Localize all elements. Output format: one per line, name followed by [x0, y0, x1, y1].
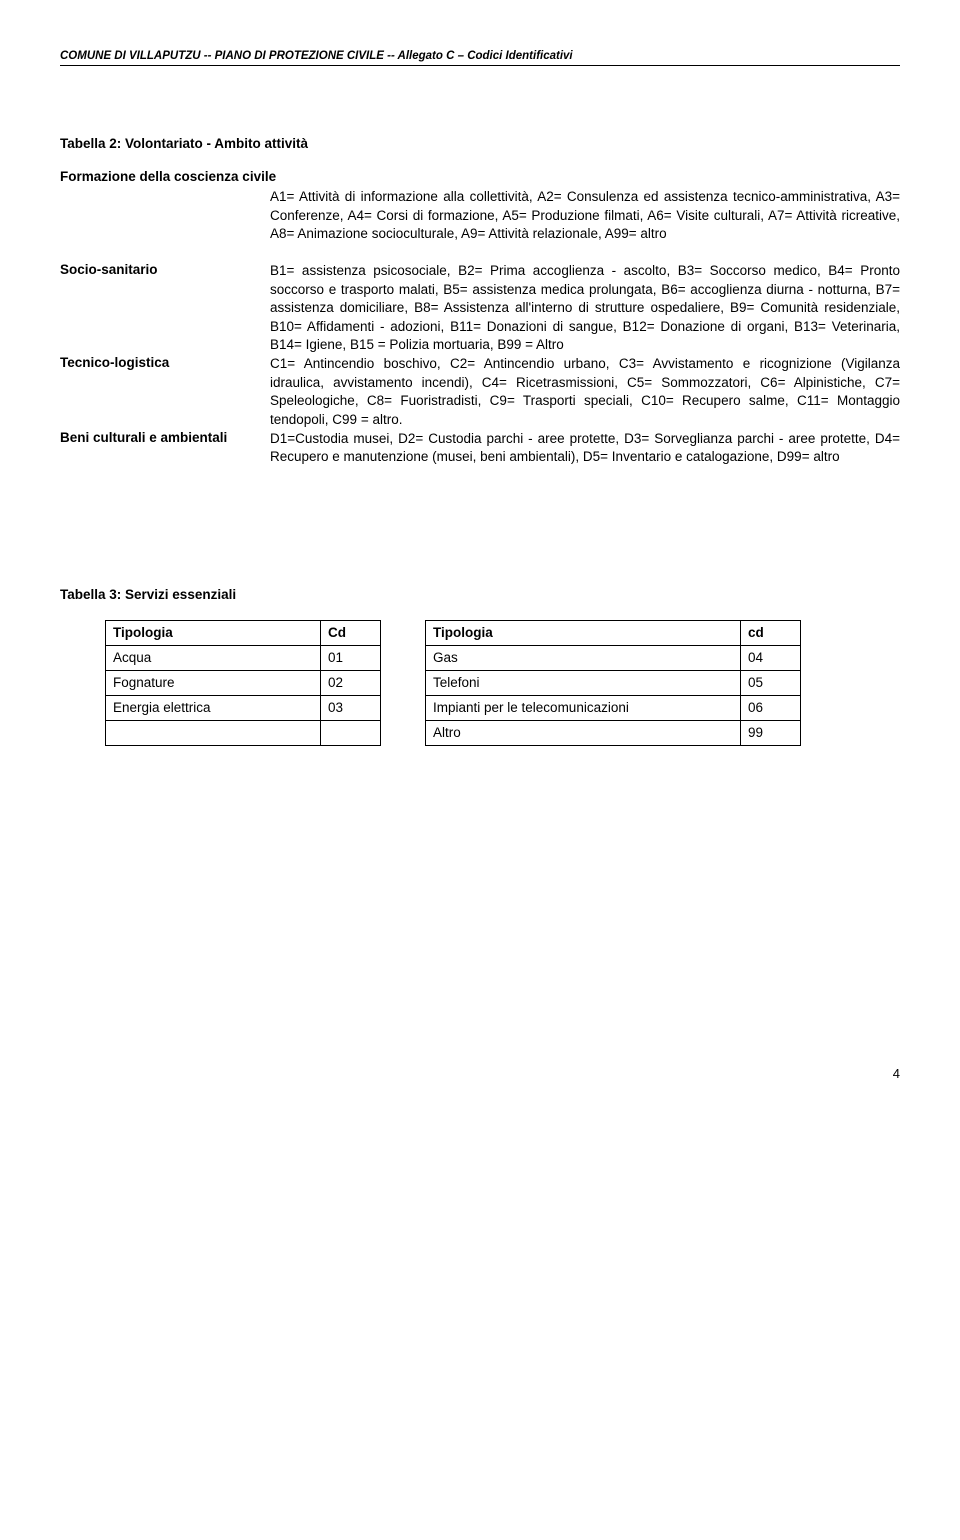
gap-cell	[381, 695, 426, 720]
beni-text: D1=Custodia musei, D2= Custodia parchi -…	[270, 430, 900, 467]
cell: 03	[321, 695, 381, 720]
cell: 06	[741, 695, 801, 720]
tecnico-row: Tecnico-logistica C1= Antincendio boschi…	[60, 355, 900, 430]
cell	[106, 720, 321, 745]
gap-cell	[381, 720, 426, 745]
th-cd: Cd	[321, 620, 381, 645]
beni-row: Beni culturali e ambientali D1=Custodia …	[60, 430, 900, 467]
cell: Impianti per le telecomunicazioni	[426, 695, 741, 720]
beni-label: Beni culturali e ambientali	[60, 430, 270, 445]
page-header: COMUNE DI VILLAPUTZU -- PIANO DI PROTEZI…	[60, 50, 900, 66]
th-tipologia: Tipologia	[106, 620, 321, 645]
table-row: Altro 99	[106, 720, 801, 745]
cell: Acqua	[106, 645, 321, 670]
socio-label: Socio-sanitario	[60, 262, 270, 277]
cell	[321, 720, 381, 745]
table-header-row: Tipologia Cd Tipologia cd	[106, 620, 801, 645]
tecnico-text: C1= Antincendio boschivo, C2= Antincendi…	[270, 355, 900, 430]
page-number: 4	[60, 1066, 900, 1081]
cell: Fognature	[106, 670, 321, 695]
cell: Gas	[426, 645, 741, 670]
table-row: Acqua 01 Gas 04	[106, 645, 801, 670]
socio-row: Socio-sanitario B1= assistenza psicosoci…	[60, 262, 900, 355]
formazione-text: A1= Attività di informazione alla collet…	[60, 188, 900, 244]
socio-text: B1= assistenza psicosociale, B2= Prima a…	[270, 262, 900, 355]
cell: 99	[741, 720, 801, 745]
cell: Telefoni	[426, 670, 741, 695]
table3-title: Tabella 3: Servizi essenziali	[60, 587, 900, 602]
cell: 04	[741, 645, 801, 670]
cell: Energia elettrica	[106, 695, 321, 720]
table2-title: Tabella 2: Volontariato - Ambito attivit…	[60, 136, 900, 151]
th-tipologia2: Tipologia	[426, 620, 741, 645]
formazione-label: Formazione della coscienza civile	[60, 169, 900, 184]
th-cd2: cd	[741, 620, 801, 645]
cell: Altro	[426, 720, 741, 745]
gap-cell	[381, 670, 426, 695]
table-row: Energia elettrica 03 Impianti per le tel…	[106, 695, 801, 720]
gap-cell	[381, 620, 426, 645]
table-row: Fognature 02 Telefoni 05	[106, 670, 801, 695]
cell: 01	[321, 645, 381, 670]
cell: 02	[321, 670, 381, 695]
servizi-table: Tipologia Cd Tipologia cd Acqua 01 Gas 0…	[105, 620, 801, 746]
cell: 05	[741, 670, 801, 695]
gap-cell	[381, 645, 426, 670]
tecnico-label: Tecnico-logistica	[60, 355, 270, 370]
